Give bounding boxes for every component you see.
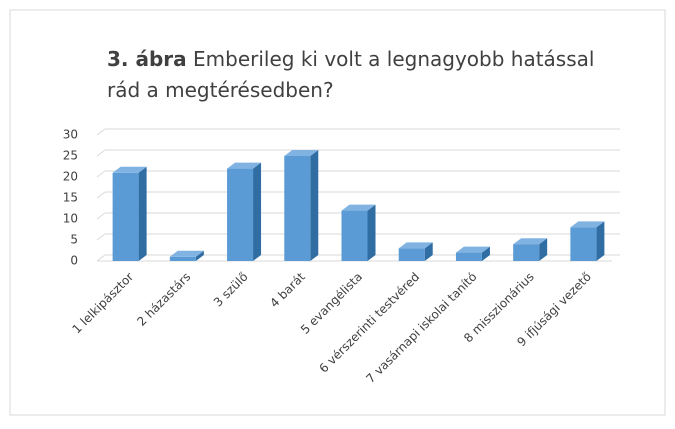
bar-top xyxy=(341,204,376,211)
y-tick-label: 10 xyxy=(63,212,78,226)
y-tick-label: 30 xyxy=(63,128,78,142)
bar xyxy=(455,252,482,261)
bar-side xyxy=(138,166,147,261)
y-tick-label: 5 xyxy=(70,233,78,247)
grid-line-side xyxy=(96,149,106,157)
bar-side xyxy=(253,162,262,261)
bar xyxy=(341,210,368,261)
grid-line-side xyxy=(96,170,106,178)
y-tick-label: 20 xyxy=(63,170,78,184)
grid-line-side xyxy=(96,191,106,199)
bar-top xyxy=(227,162,262,169)
bar xyxy=(227,168,254,261)
bar xyxy=(398,248,425,261)
grid-line-side xyxy=(96,128,106,136)
bar-side xyxy=(310,150,319,261)
grid-line-side xyxy=(96,212,106,220)
bar-side xyxy=(195,250,204,261)
bar xyxy=(169,256,196,261)
chart-title: 3. ábra Emberileg ki volt a legnagyobb h… xyxy=(107,47,594,102)
bar-top xyxy=(112,166,147,173)
bar xyxy=(112,172,139,261)
bar-side xyxy=(481,246,490,261)
bar xyxy=(513,244,540,261)
bar-top xyxy=(570,221,605,228)
bar-top xyxy=(398,242,433,249)
bar-side xyxy=(367,204,376,261)
grid-line-side xyxy=(96,254,106,262)
bar-top xyxy=(284,150,319,156)
bar-top xyxy=(513,238,548,245)
bar-top xyxy=(455,246,490,253)
title-bold: 3. ábra xyxy=(107,47,187,71)
bar-side xyxy=(539,238,548,261)
bar-top xyxy=(169,250,204,257)
bar xyxy=(570,227,597,261)
y-tick-label: 25 xyxy=(63,149,78,163)
grid-line-side xyxy=(96,233,106,241)
bar-side xyxy=(596,221,605,261)
y-tick-label: 15 xyxy=(63,191,78,205)
bar-side xyxy=(424,242,433,261)
title-line-2: rád a megtérésedben? xyxy=(107,78,334,102)
title-line-1: Emberileg ki volt a legnagyobb hatással xyxy=(187,47,595,71)
bar xyxy=(284,156,311,261)
y-tick-label: 0 xyxy=(70,254,78,268)
